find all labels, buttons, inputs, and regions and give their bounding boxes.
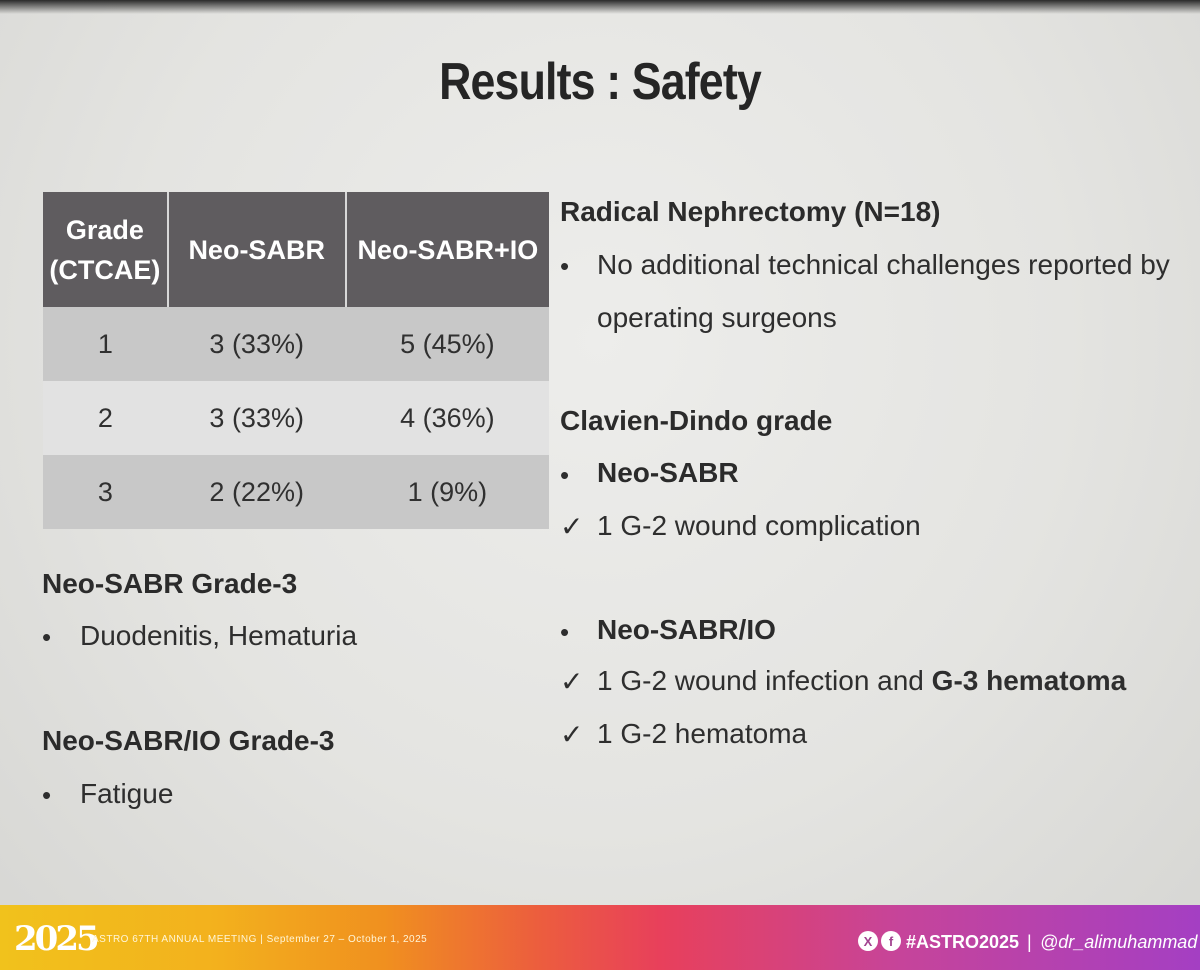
neo-sabr-io-cell: 1 (9%) — [345, 455, 549, 529]
grade-cell: 3 — [43, 455, 168, 529]
neo-sabr-io-grade3-heading: Neo-SABR/IO Grade-3 — [42, 725, 335, 756]
nephrectomy-heading: Radical Nephrectomy (N=18) — [560, 196, 941, 227]
grade-cell: 1 — [43, 307, 168, 381]
header-neo-sabr: Neo-SABR — [167, 192, 347, 307]
check-icon: ✓ — [560, 511, 584, 542]
neo-sabr-complication: 1 G-2 wound complication — [597, 510, 921, 541]
header-grade-line1: Grade — [65, 214, 144, 245]
table-row: 2 3 (33%) 4 (36%) — [43, 381, 549, 455]
clavien-neo-sabr-io-label: Neo-SABR/IO — [597, 614, 776, 645]
table-header-row: Grade (CTCAE) Neo-SABR Neo-SABR+IO — [43, 192, 549, 307]
complication-1-prefix: 1 G-2 wound infection and — [597, 665, 932, 696]
bullet-icon: • — [560, 617, 570, 647]
bullet-icon: • — [42, 780, 52, 810]
bullet-icon: • — [560, 251, 570, 281]
astro-2025-logo: 2025 — [14, 919, 100, 959]
facebook-icon: f — [881, 931, 901, 951]
table-row: 3 2 (22%) 1 (9%) — [43, 455, 549, 529]
clavien-dindo-heading: Clavien-Dindo grade — [560, 405, 833, 436]
x-social-icon: X — [858, 931, 878, 951]
neo-sabr-grade3-item: Duodenitis, Hematuria — [80, 620, 358, 651]
neo-sabr-cell: 3 (33%) — [167, 381, 346, 455]
neo-sabr-io-complication-2: 1 G-2 hematoma — [597, 718, 808, 749]
check-icon: ✓ — [560, 719, 584, 750]
conference-footer: 2025 ASTRO 67TH ANNUAL MEETING | Septemb… — [0, 905, 1200, 970]
meeting-info: ASTRO 67TH ANNUAL MEETING | September 27… — [92, 934, 428, 945]
social-icons: X f — [858, 931, 901, 951]
table-row: 1 3 (33%) 5 (45%) — [43, 307, 549, 381]
nephrectomy-line2: operating surgeons — [597, 302, 837, 333]
ctcae-grade-table: Grade (CTCAE) Neo-SABR Neo-SABR+IO 1 3 (… — [43, 192, 549, 529]
hashtag: #ASTRO2025 — [906, 932, 1020, 952]
neo-sabr-io-cell: 4 (36%) — [345, 381, 549, 455]
author-handle: @dr_alimuhammad — [1040, 932, 1198, 952]
top-edge-shadow — [0, 0, 1200, 14]
neo-sabr-io-grade3-item: Fatigue — [80, 778, 174, 809]
clavien-neo-sabr-label: Neo-SABR — [597, 457, 739, 488]
neo-sabr-grade3-heading: Neo-SABR Grade-3 — [42, 568, 298, 599]
slide-title: Results : Safety — [439, 53, 762, 111]
neo-sabr-cell: 3 (33%) — [167, 307, 346, 381]
footer-separator: | — [1027, 932, 1032, 952]
bullet-icon: • — [42, 622, 52, 652]
neo-sabr-io-complication-1: 1 G-2 wound infection and G-3 hematoma — [597, 665, 1126, 697]
header-grade-line2: (CTCAE) — [49, 254, 161, 285]
nephrectomy-line1: No additional technical challenges repor… — [597, 249, 1170, 280]
bullet-icon: • — [560, 460, 570, 490]
grade-cell: 2 — [43, 381, 168, 455]
neo-sabr-cell: 2 (22%) — [167, 455, 346, 529]
neo-sabr-io-cell: 5 (45%) — [345, 307, 549, 381]
complication-1-bold: G-3 hematoma — [931, 665, 1127, 696]
header-neo-sabr-io: Neo-SABR+IO — [345, 192, 549, 307]
header-grade: Grade (CTCAE) — [43, 192, 169, 307]
check-icon: ✓ — [560, 666, 584, 697]
